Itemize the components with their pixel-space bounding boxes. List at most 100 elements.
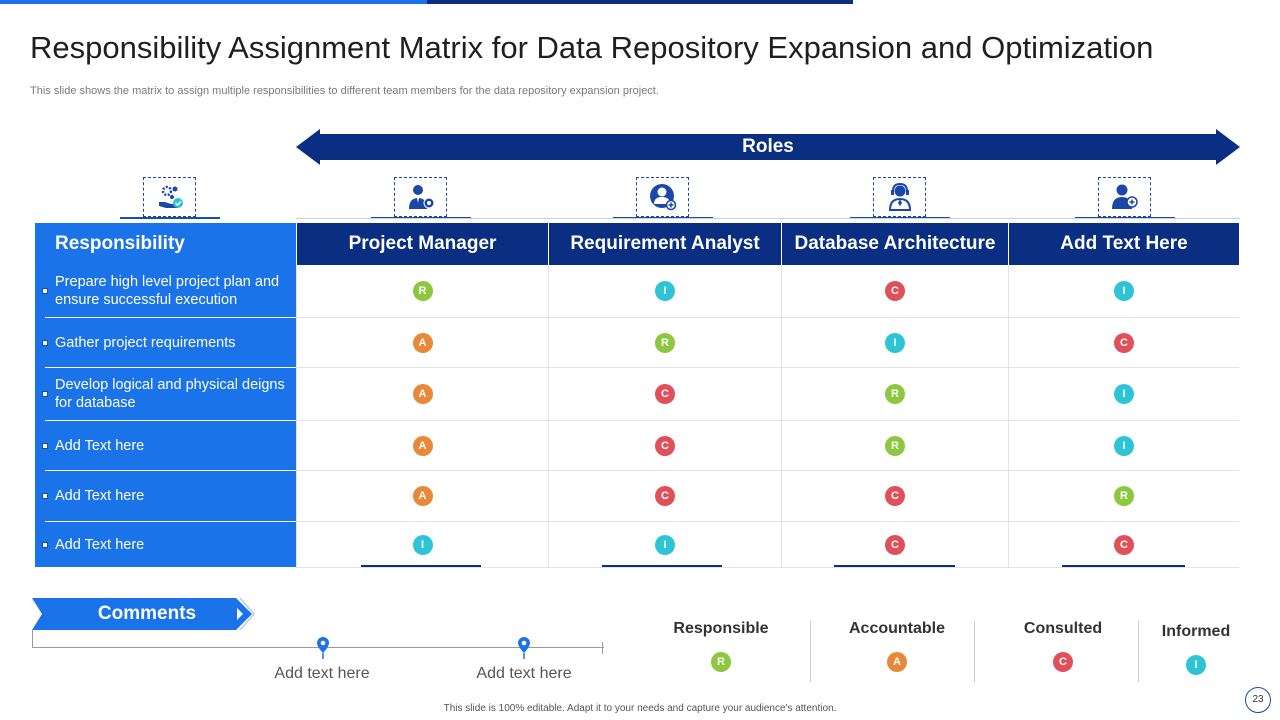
raci-badge: R xyxy=(885,435,905,456)
roles-arrow: Roles xyxy=(296,129,1240,165)
raci-badge: C xyxy=(1114,534,1134,555)
header-project-manager: Project Manager xyxy=(296,223,548,265)
column-underline xyxy=(361,565,481,567)
comments-timeline xyxy=(32,647,604,648)
legend-consulted: Consulted C xyxy=(983,620,1143,682)
responsibility-label: Add Text here xyxy=(55,536,145,553)
raci-cell: I xyxy=(548,522,781,568)
responsibility-label: Develop logical and physical deigns for … xyxy=(55,377,285,411)
raci-cell: C xyxy=(1008,318,1239,368)
raci-badge: C xyxy=(885,486,905,506)
raci-badge: A xyxy=(412,384,433,404)
responsibility-label: Prepare high level project plan and ensu… xyxy=(55,274,280,308)
legend-divider xyxy=(810,620,811,682)
raci-cell: C xyxy=(548,421,781,471)
header-requirement-analyst: Requirement Analyst xyxy=(548,223,781,265)
project-manager-column-icon xyxy=(371,177,471,219)
page-title: Responsibility Assignment Matrix for Dat… xyxy=(30,30,1154,65)
raci-badge: C xyxy=(1114,332,1134,353)
table-row: Develop logical and physical deigns for … xyxy=(42,368,1239,421)
raci-badge: R xyxy=(412,281,433,301)
raci-badge: A xyxy=(412,486,433,506)
header-divider xyxy=(296,218,1240,219)
responsibility-cell: Gather project requirements xyxy=(42,318,296,368)
raci-badge: C xyxy=(655,435,675,456)
raci-badge: A xyxy=(412,435,433,456)
raci-cell: C xyxy=(548,471,781,522)
raci-badge: I xyxy=(655,281,675,301)
legend-divider xyxy=(1138,620,1139,682)
raci-cell: I xyxy=(548,265,781,318)
raci-badge: C xyxy=(885,281,905,301)
location-pin-icon xyxy=(518,637,530,659)
row-bullet xyxy=(42,391,48,397)
roles-label: Roles xyxy=(742,136,794,157)
raci-cell: R xyxy=(296,265,548,318)
raci-cell: C xyxy=(548,368,781,421)
user-add-icon xyxy=(1111,184,1138,209)
page-number: 23 xyxy=(1245,687,1271,713)
comment-point-1: Add text here xyxy=(274,665,370,682)
timeline-end xyxy=(602,642,603,654)
row-bullet xyxy=(42,288,48,294)
legend-accountable: Accountable A xyxy=(817,620,977,682)
legend-circle: R xyxy=(711,652,731,672)
raci-badge: I xyxy=(885,332,905,353)
raci-badge: I xyxy=(1114,384,1134,404)
raci-cell: A xyxy=(296,471,548,522)
header-database-architecture: Database Architecture xyxy=(781,223,1008,265)
raci-badge: C xyxy=(885,534,905,555)
legend-circle: I xyxy=(1186,655,1206,675)
page-subtitle: This slide shows the matrix to assign mu… xyxy=(30,85,659,97)
raci-badge: I xyxy=(412,534,433,555)
header-responsibility: Responsibility xyxy=(45,223,296,265)
raci-cell: A xyxy=(296,421,548,471)
raci-cell: R xyxy=(548,318,781,368)
raci-cell: R xyxy=(781,368,1008,421)
raci-cell: C xyxy=(1008,522,1239,568)
database-architecture-column-icon xyxy=(850,177,950,219)
comment-point-2: Add text here xyxy=(476,665,572,682)
table-row: Gather project requirements A R I C xyxy=(42,318,1239,368)
responsibility-label: Gather project requirements xyxy=(55,334,236,351)
raci-matrix: Responsibility Project Manager Requireme… xyxy=(42,223,1239,568)
legend-label: Informed xyxy=(1161,623,1231,640)
manager-gear-icon xyxy=(408,185,434,209)
raci-cell: I xyxy=(1008,265,1239,318)
column-underline xyxy=(602,565,722,567)
responsibility-cell: Add Text here xyxy=(42,471,296,522)
architect-headset-icon xyxy=(888,182,911,211)
comments-tag: Comments xyxy=(32,598,256,630)
matrix-header-row: Responsibility Project Manager Requireme… xyxy=(45,223,1239,265)
column-underline xyxy=(1062,565,1185,567)
add-text-column-icon xyxy=(1075,177,1175,219)
responsibility-label: Add Text here xyxy=(55,437,145,454)
raci-badge: R xyxy=(655,332,675,353)
raci-badge: R xyxy=(1114,486,1134,506)
column-underline xyxy=(834,565,955,567)
raci-badge: C xyxy=(655,486,675,506)
header-add-text: Add Text Here xyxy=(1008,223,1239,265)
matrix-side-accent xyxy=(35,223,45,567)
table-row: Add Text here A C C R xyxy=(42,471,1239,522)
row-bullet xyxy=(42,493,48,499)
responsibility-cell: Develop logical and physical deigns for … xyxy=(42,368,296,421)
legend-label: Consulted xyxy=(1023,620,1103,637)
legend-circle: A xyxy=(887,652,907,672)
raci-cell: C xyxy=(781,522,1008,568)
legend-informed: Informed I xyxy=(1116,623,1276,685)
footer-note: This slide is 100% editable. Adapt it to… xyxy=(443,703,837,714)
responsibility-cell: Add Text here xyxy=(42,421,296,471)
comments-label: Comments xyxy=(97,603,197,624)
raci-cell: I xyxy=(296,522,548,568)
raci-badge: R xyxy=(885,384,905,404)
analyst-search-icon xyxy=(649,184,676,211)
top-accent-bar xyxy=(0,0,427,4)
raci-cell: C xyxy=(781,265,1008,318)
table-row: Add Text here A C R I xyxy=(42,421,1239,471)
raci-badge: A xyxy=(412,332,433,353)
responsibility-label: Add Text here xyxy=(55,488,145,504)
responsibility-column-icon xyxy=(120,177,220,219)
row-bullet xyxy=(42,442,48,449)
row-bullet xyxy=(42,541,48,548)
